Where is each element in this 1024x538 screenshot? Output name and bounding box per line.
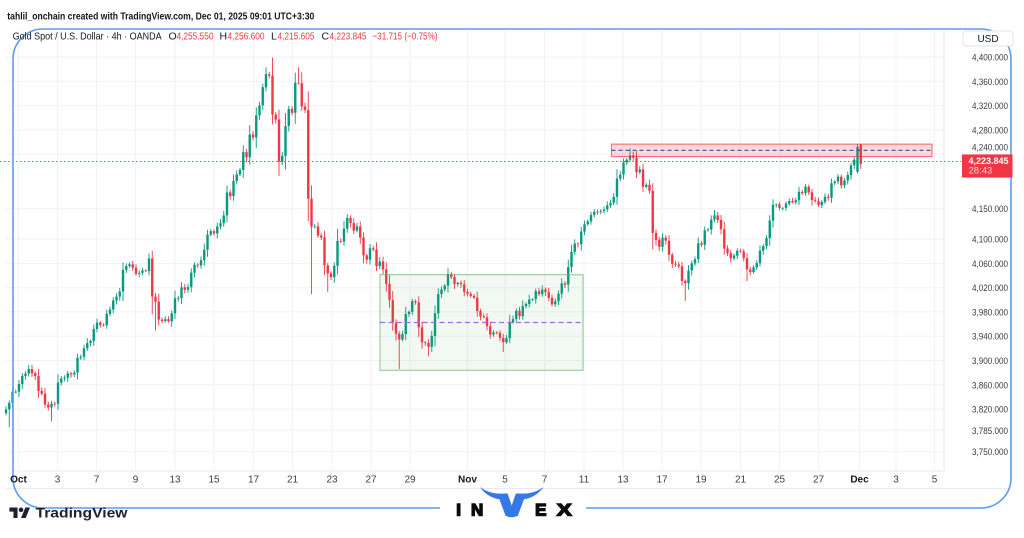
svg-text:3: 3	[55, 475, 61, 486]
svg-text:17: 17	[248, 475, 260, 486]
svg-text:23: 23	[326, 475, 338, 486]
svg-text:21: 21	[735, 475, 747, 486]
svg-text:28:43: 28:43	[969, 165, 993, 176]
svg-text:O: O	[169, 31, 177, 43]
svg-text:25: 25	[774, 475, 786, 486]
svg-text:3,980.000: 3,980.000	[972, 307, 1008, 317]
svg-text:4,280.000: 4,280.000	[972, 125, 1008, 135]
svg-text:Dec: Dec	[850, 475, 869, 486]
svg-text:3,785.000: 3,785.000	[972, 426, 1008, 436]
svg-text:Oct: Oct	[10, 475, 27, 486]
svg-text:X: X	[557, 501, 572, 520]
svg-text:C: C	[322, 31, 330, 43]
svg-text:4,223.845: 4,223.845	[969, 156, 1010, 167]
svg-text:4,150.000: 4,150.000	[972, 204, 1008, 214]
svg-text:H: H	[220, 31, 228, 43]
svg-text:15: 15	[208, 475, 220, 486]
svg-text:7: 7	[94, 475, 100, 486]
svg-text:4,240.000: 4,240.000	[972, 143, 1008, 153]
svg-text:3,940.000: 3,940.000	[972, 332, 1008, 342]
svg-text:27: 27	[813, 475, 825, 486]
svg-text:4,215.605: 4,215.605	[278, 31, 315, 43]
svg-text:3,820.000: 3,820.000	[972, 405, 1008, 415]
svg-text:9: 9	[133, 475, 139, 486]
svg-text:4,400.000: 4,400.000	[972, 53, 1008, 63]
svg-text:3,750.000: 3,750.000	[972, 447, 1008, 457]
svg-text:4,320.000: 4,320.000	[972, 101, 1008, 111]
svg-text:4,256.600: 4,256.600	[228, 31, 265, 43]
svg-text:3: 3	[893, 475, 899, 486]
svg-text:3,860.000: 3,860.000	[972, 380, 1008, 390]
svg-text:13: 13	[169, 475, 181, 486]
svg-text:5: 5	[932, 475, 938, 486]
svg-text:−31.715 (−0.75%): −31.715 (−0.75%)	[373, 31, 438, 43]
svg-text:4,060.000: 4,060.000	[972, 259, 1008, 269]
svg-text:E: E	[535, 501, 546, 520]
svg-text:17: 17	[656, 475, 668, 486]
svg-text:3,900.000: 3,900.000	[972, 356, 1008, 366]
svg-text:19: 19	[695, 475, 707, 486]
svg-text:tahlil_onchain created with Tr: tahlil_onchain created with TradingView.…	[7, 11, 314, 23]
svg-text:Nov: Nov	[458, 475, 477, 486]
svg-text:13: 13	[617, 475, 629, 486]
svg-text:I: I	[456, 501, 461, 520]
svg-text:7: 7	[542, 475, 548, 486]
svg-text:4,100.000: 4,100.000	[972, 235, 1008, 245]
svg-text:4,020.000: 4,020.000	[972, 283, 1008, 293]
svg-text:TradingView: TradingView	[36, 505, 128, 521]
svg-text:5: 5	[502, 475, 508, 486]
svg-text:4,223.845: 4,223.845	[330, 31, 367, 43]
svg-text:N: N	[471, 501, 483, 520]
svg-text:USD: USD	[977, 34, 998, 45]
svg-text:L: L	[271, 31, 277, 43]
svg-text:4,255.550: 4,255.550	[177, 31, 214, 43]
svg-text:4,360.000: 4,360.000	[972, 77, 1008, 87]
svg-text:29: 29	[404, 475, 416, 486]
svg-text:21: 21	[287, 475, 299, 486]
svg-text:27: 27	[365, 475, 377, 486]
svg-text:11: 11	[579, 475, 590, 486]
svg-text:Gold Spot / U.S. Dollar · 4h ·: Gold Spot / U.S. Dollar · 4h · OANDA	[13, 31, 162, 43]
